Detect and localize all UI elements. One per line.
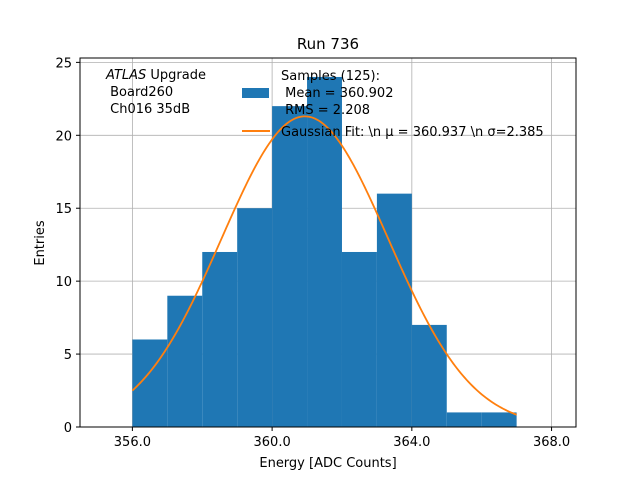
legend-hist-line-2: Mean = 360.902 xyxy=(281,86,393,101)
x-axis-label: Energy [ADC Counts] xyxy=(259,456,396,471)
y-tick-label-2: 10 xyxy=(55,275,72,290)
legend-hist-line-1: Samples (125): xyxy=(281,69,380,84)
histogram-bar-5 xyxy=(307,76,342,427)
histogram-bars xyxy=(132,76,517,427)
histogram-bar-9 xyxy=(446,412,482,427)
legend-hist-line-3: RMS = 2.208 xyxy=(281,103,370,118)
atlas-annotation: ATLAS Upgrade Board260 Ch016 35dB xyxy=(105,68,206,117)
y-axis-label: Entries xyxy=(33,220,48,266)
histogram-bar-7 xyxy=(376,193,412,427)
histogram-bar-2 xyxy=(202,251,238,427)
x-tick-label-2: 364.0 xyxy=(393,435,430,450)
histogram-bar-10 xyxy=(481,412,517,427)
y-tick-label-4: 20 xyxy=(55,129,72,144)
annotation-line-atlas: ATLAS Upgrade xyxy=(105,68,206,83)
histogram-bar-8 xyxy=(411,324,447,427)
annotation-upgrade-word: Upgrade xyxy=(146,68,206,83)
histogram-bar-0 xyxy=(132,339,168,427)
y-tick-label-1: 5 xyxy=(64,348,72,363)
legend: Samples (125): Mean = 360.902 RMS = 2.20… xyxy=(242,69,544,140)
x-tick-label-3: 368.0 xyxy=(533,435,570,450)
x-tick-label-1: 360.0 xyxy=(254,435,291,450)
axis-ticks: 356.0 360.0 364.0 368.0 0 5 10 15 20 25 xyxy=(55,56,570,450)
x-tick-label-0: 356.0 xyxy=(114,435,151,450)
legend-hist-swatch xyxy=(242,88,269,98)
y-tick-label-3: 15 xyxy=(55,202,72,217)
annotation-line-channel: Ch016 35dB xyxy=(106,102,190,117)
axes-frame xyxy=(79,57,577,428)
histogram-bar-3 xyxy=(237,208,273,427)
y-tick-label-0: 0 xyxy=(64,421,72,436)
gaussian-fit-curve xyxy=(131,115,517,416)
chart-title: Run 736 xyxy=(297,35,359,53)
annotation-atlas-word: ATLAS xyxy=(105,68,146,83)
gaussian-fit-layer xyxy=(131,115,517,416)
legend-fit-label: Gaussian Fit: \n μ = 360.937 \n σ=2.385 xyxy=(281,125,544,140)
y-tick-label-5: 25 xyxy=(55,56,72,71)
histogram-bar-4 xyxy=(272,106,308,427)
annotation-line-board: Board260 xyxy=(106,85,173,100)
histogram-bar-6 xyxy=(341,251,377,427)
